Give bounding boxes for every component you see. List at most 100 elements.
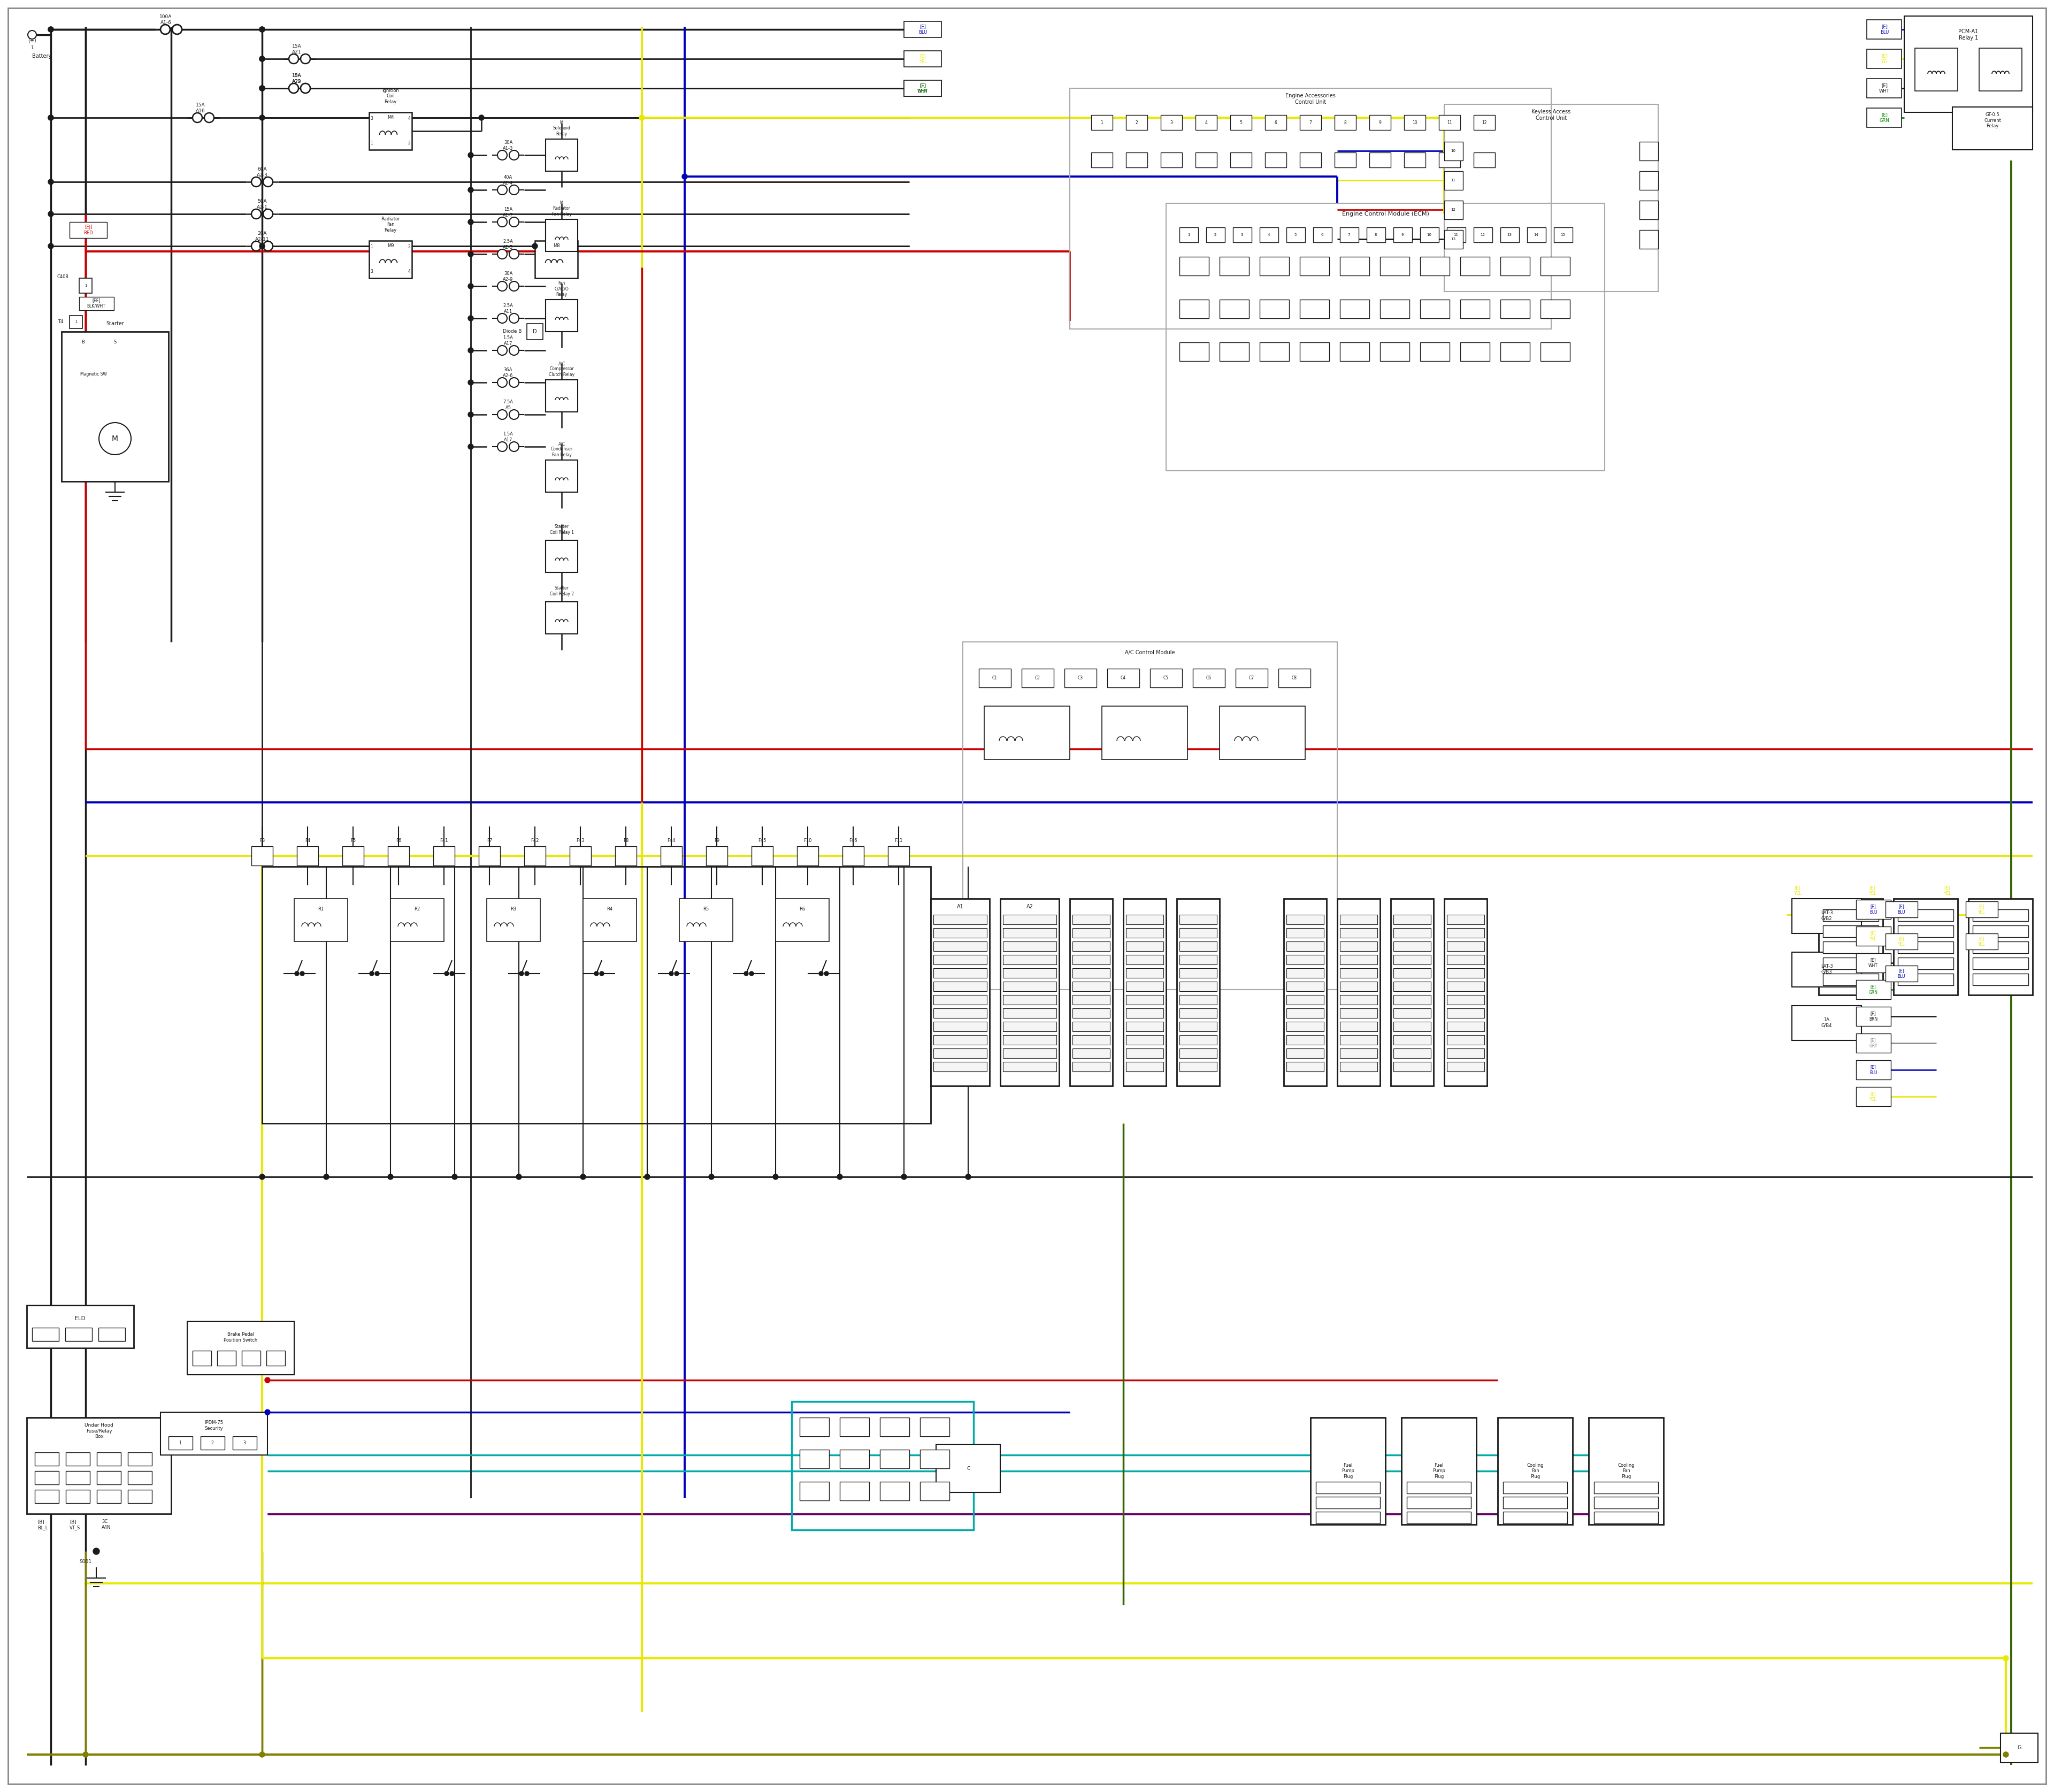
Bar (1002, 982, 1056, 991)
Circle shape (639, 115, 645, 120)
Bar (1393, 928, 1432, 937)
Bar (933, 1048, 986, 1057)
Bar (1284, 898, 1327, 1086)
Text: [E]
BLU: [E] BLU (918, 25, 926, 34)
Bar (1446, 1021, 1485, 1032)
Text: Starter: Starter (107, 321, 123, 326)
Bar (70, 222, 107, 238)
Circle shape (468, 412, 472, 418)
Text: 15A
A1-7: 15A A1-7 (503, 208, 514, 217)
Bar (1339, 1048, 1378, 1057)
Bar (1473, 228, 1493, 242)
Bar (187, 1321, 294, 1374)
Circle shape (263, 242, 273, 251)
Bar (1446, 1036, 1485, 1045)
Bar (1791, 1005, 1861, 1041)
Text: 9: 9 (1401, 233, 1403, 237)
Bar (1594, 1512, 1658, 1523)
Text: 1: 1 (1187, 233, 1189, 237)
Bar (1824, 973, 1879, 986)
Circle shape (497, 281, 507, 290)
Bar (1791, 898, 1861, 934)
Circle shape (524, 971, 530, 975)
Bar (1259, 228, 1278, 242)
Bar (1286, 1021, 1325, 1032)
Bar (2001, 1733, 2038, 1763)
Bar (1072, 982, 1109, 991)
Circle shape (388, 1174, 392, 1179)
Bar (546, 461, 577, 493)
Bar (1072, 941, 1109, 952)
Bar (1339, 1036, 1378, 1045)
Circle shape (82, 1753, 88, 1758)
Text: 7: 7 (1308, 120, 1313, 125)
Text: F8: F8 (622, 839, 629, 844)
Bar (1594, 1482, 1658, 1493)
Bar (1002, 1009, 1056, 1018)
Bar (933, 914, 986, 925)
Circle shape (203, 113, 214, 122)
Bar (1339, 228, 1358, 242)
Bar (1460, 342, 1489, 360)
Circle shape (47, 27, 53, 32)
Bar (433, 846, 454, 866)
Text: [E]
YEL: [E] YEL (1898, 935, 1906, 946)
Text: [E]
BLU: [E] BLU (1898, 905, 1906, 914)
Circle shape (497, 151, 507, 159)
Text: 3C
A4N: 3C A4N (101, 1520, 111, 1530)
Text: 20A
A2-11: 20A A2-11 (255, 231, 269, 242)
Bar (388, 846, 409, 866)
Text: 8: 8 (1343, 120, 1347, 125)
Text: F3: F3 (259, 839, 265, 844)
Text: 1: 1 (84, 285, 86, 287)
Bar (294, 898, 347, 941)
Bar (1179, 914, 1216, 925)
Circle shape (259, 86, 265, 91)
Circle shape (259, 86, 265, 91)
Bar (1126, 914, 1163, 925)
Text: [E]
WHT: [E] WHT (1879, 82, 1890, 93)
Text: [E]
BLU: [E] BLU (1869, 1064, 1877, 1075)
Text: 13: 13 (1508, 233, 1512, 237)
Bar (1857, 953, 1892, 973)
Bar (980, 668, 1011, 688)
Bar (1968, 898, 2033, 995)
Bar (879, 1482, 910, 1500)
Bar (933, 968, 986, 978)
Text: 2: 2 (212, 1441, 214, 1444)
Bar (1237, 668, 1267, 688)
Bar (1072, 1021, 1109, 1032)
Bar (904, 81, 941, 97)
Bar (1220, 299, 1249, 319)
Text: M8: M8 (553, 244, 559, 249)
Circle shape (509, 151, 520, 159)
Bar (1473, 152, 1495, 167)
Bar (1072, 1063, 1109, 1072)
Circle shape (468, 152, 472, 158)
Text: [E]
YEL: [E] YEL (918, 54, 926, 65)
Circle shape (497, 217, 507, 228)
Bar (546, 219, 577, 251)
Text: 4: 4 (409, 269, 411, 274)
Bar (1446, 995, 1485, 1005)
Text: 50A
A2-1: 50A A2-1 (257, 199, 267, 210)
Bar (1953, 108, 2033, 151)
Bar (1317, 1512, 1380, 1523)
Bar (933, 1021, 986, 1032)
Text: Starter
Coil Relay 1: Starter Coil Relay 1 (550, 525, 573, 534)
Bar (797, 846, 817, 866)
Text: Radiator
Fan
Relay: Radiator Fan Relay (380, 217, 401, 233)
Bar (1286, 968, 1325, 978)
Circle shape (682, 174, 688, 179)
Bar (1313, 228, 1331, 242)
Bar (1286, 228, 1304, 242)
Text: ELD: ELD (76, 1315, 86, 1321)
Bar (1444, 201, 1462, 219)
Text: T4: T4 (58, 319, 64, 324)
Circle shape (497, 249, 507, 258)
Bar (1419, 228, 1440, 242)
Bar (1818, 898, 1884, 995)
Text: F46: F46 (848, 839, 857, 844)
Bar (1232, 228, 1251, 242)
Bar (343, 846, 364, 866)
